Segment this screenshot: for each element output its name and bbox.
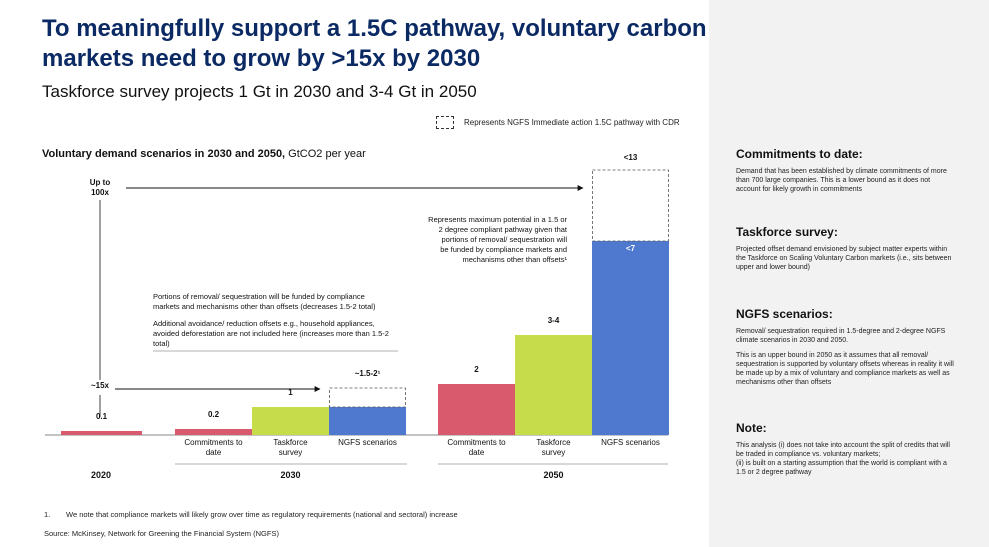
bar xyxy=(252,407,329,435)
sidebar-heading: NGFS scenarios: xyxy=(736,307,833,321)
annotation-text: total) xyxy=(153,339,170,348)
page-subtitle: Taskforce survey projects 1 Gt in 2030 a… xyxy=(42,82,477,101)
category-label: survey xyxy=(542,448,566,457)
annotation-text: Represents maximum potential in a 1.5 or xyxy=(428,215,567,224)
data-label: ~1.5-2¹ xyxy=(355,369,381,378)
sidebar-heading: Taskforce survey: xyxy=(736,225,838,239)
sidebar-section-ngfs: NGFS scenarios: Removal/ sequestration r… xyxy=(736,307,956,393)
page-title: To meaningfully support a 1.5C pathway, … xyxy=(42,15,707,72)
category-label: Commitments to xyxy=(184,438,243,447)
multiplier-label: Up to xyxy=(90,178,111,187)
sidebar-section-note: Note: This analysis (i) does not take in… xyxy=(736,421,956,483)
chart-heading-unit: GtCO2 per year xyxy=(285,148,366,160)
annotation-text: avoided deforestation are not included h… xyxy=(153,329,389,338)
annotation-text: be funded by compliance markets and xyxy=(440,245,567,254)
sidebar-text: Removal/ sequestration required in 1.5-d… xyxy=(736,328,946,344)
annotation-text: Additional avoidance/ reduction offsets … xyxy=(153,319,375,328)
category-label: Taskforce xyxy=(273,438,308,447)
multiplier-label: 100x xyxy=(91,188,109,197)
category-label: date xyxy=(469,448,485,457)
annotation-text: portions of removal/ sequestration will xyxy=(442,235,568,244)
bar xyxy=(515,335,592,435)
sidebar: Commitments to date: Demand that has bee… xyxy=(709,0,989,547)
annotation-text: 2 degree compliant pathway given that xyxy=(439,225,568,234)
data-label: 3-4 xyxy=(548,316,560,325)
group-label: 2030 xyxy=(280,470,300,480)
chart-heading-bold: Voluntary demand scenarios in 2030 and 2… xyxy=(42,148,286,160)
category-label: Commitments to xyxy=(447,438,506,447)
group-label: 2050 xyxy=(543,470,563,480)
category-label: survey xyxy=(279,448,303,457)
footnote-number: 1. xyxy=(44,510,51,519)
data-label: <7 xyxy=(626,244,636,253)
annotation-text: markets and mechanisms other than offset… xyxy=(153,302,376,311)
chart-heading: Voluntary demand scenarios in 2030 and 2… xyxy=(42,148,366,160)
source-note: Source: McKinsey, Network for Greening t… xyxy=(44,529,279,538)
sidebar-text: This analysis (i) does not take into acc… xyxy=(736,442,950,476)
dashed-range-box xyxy=(592,169,669,242)
category-label: date xyxy=(206,448,222,457)
sidebar-heading: Note: xyxy=(736,421,767,435)
bar xyxy=(329,407,406,435)
data-label: 1 xyxy=(288,388,293,397)
bar xyxy=(592,241,669,435)
sidebar-section-taskforce: Taskforce survey: Projected offset deman… xyxy=(736,225,956,278)
sidebar-text: This is an upper bound in 2050 as it ass… xyxy=(736,352,954,386)
data-label: 0.2 xyxy=(208,410,220,419)
category-label: NGFS scenarios xyxy=(601,438,660,447)
legend-label: Represents NGFS Immediate action 1.5C pa… xyxy=(464,118,680,127)
footnote-text: We note that compliance markets will lik… xyxy=(66,510,458,519)
sidebar-section-commitments: Commitments to date: Demand that has bee… xyxy=(736,147,956,200)
legend-dashed-box xyxy=(436,116,454,129)
multiplier-label: ~15x xyxy=(91,381,110,390)
legend: Represents NGFS Immediate action 1.5C pa… xyxy=(436,116,680,129)
data-label: 2 xyxy=(474,365,479,374)
sidebar-text: Demand that has been established by clim… xyxy=(736,168,947,193)
category-label: Taskforce xyxy=(536,438,571,447)
footnote: 1. We note that compliance markets will l… xyxy=(44,510,458,519)
category-label: NGFS scenarios xyxy=(338,438,397,447)
bar xyxy=(175,429,252,435)
data-label: <13 xyxy=(624,153,638,162)
bar xyxy=(61,431,142,435)
sidebar-text: Projected offset demand envisioned by su… xyxy=(736,246,952,271)
group-label: 2020 xyxy=(91,470,111,480)
data-label: 0.1 xyxy=(96,412,108,421)
dashed-range-box xyxy=(329,387,406,408)
bar xyxy=(438,384,515,435)
sidebar-heading: Commitments to date: xyxy=(736,147,863,161)
annotation-text: Portions of removal/ sequestration will … xyxy=(153,292,365,301)
annotation-text: mechanisms other than offsets¹ xyxy=(463,255,568,264)
